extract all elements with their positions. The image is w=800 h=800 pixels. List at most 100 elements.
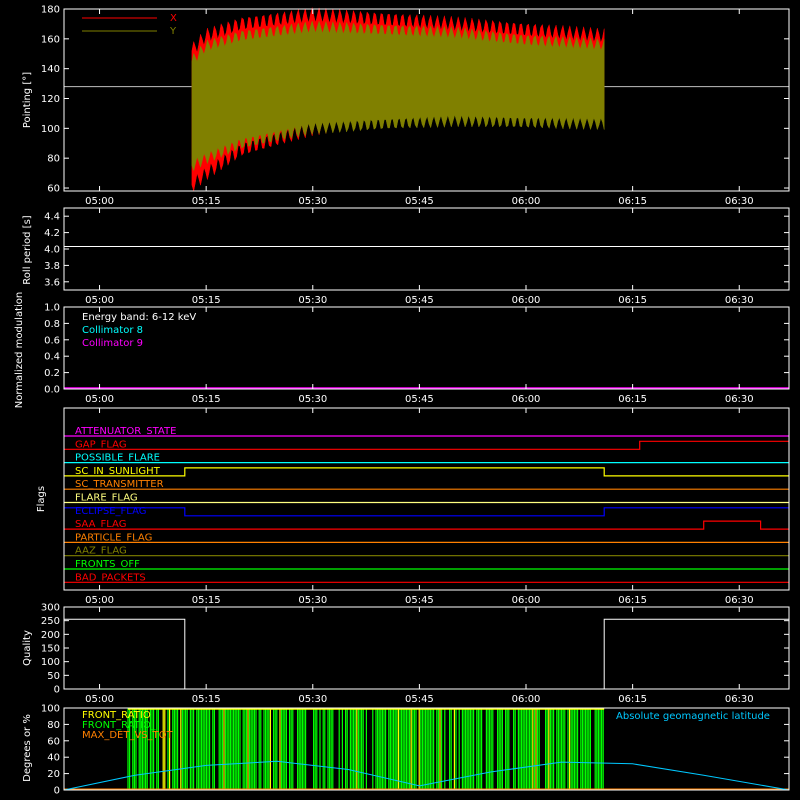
x-tick-label: 05:15 bbox=[192, 595, 221, 606]
y-tick-label: 50 bbox=[47, 671, 60, 682]
y-tick-label: 0.6 bbox=[44, 335, 60, 346]
x-tick-label: 05:30 bbox=[298, 196, 327, 207]
y-tick-label: 1.0 bbox=[44, 303, 60, 314]
x-tick-label: 05:15 bbox=[192, 394, 221, 405]
flag-label: SC_IN_SUNLIGHT bbox=[75, 466, 161, 477]
y-tick-label: 0 bbox=[54, 685, 60, 696]
y-tick-label: 140 bbox=[41, 64, 60, 75]
flag-label: SAA_FLAG bbox=[75, 519, 126, 530]
x-tick-label: 05:30 bbox=[298, 595, 327, 606]
flags-x-ticks: 05:00 05:15 05:30 05:45 06:00 06:15 06:30 bbox=[85, 408, 754, 606]
x-tick-label: 06:30 bbox=[725, 595, 754, 606]
y-tick-label: 20 bbox=[47, 769, 60, 780]
y-tick-label: 180 bbox=[41, 5, 60, 16]
modulation-panel: 0.00.20.40.60.81.0 05:00 05:15 05:30 05:45 0… bbox=[14, 292, 790, 409]
y-tick-label: 4.0 bbox=[44, 245, 60, 256]
y-tick-label: 100 bbox=[41, 704, 60, 715]
x-tick-label: 05:00 bbox=[85, 595, 114, 606]
x-tick-label: 06:00 bbox=[512, 394, 541, 405]
flag-line bbox=[64, 520, 789, 530]
y-tick-label: 0.0 bbox=[44, 385, 60, 396]
y-tick-label: 80 bbox=[47, 720, 60, 731]
flag-label: ECLIPSE_FLAG bbox=[75, 506, 146, 517]
x-tick-label: 05:00 bbox=[85, 196, 114, 207]
quality-y-ticks: 0 50 100 150 200 250 300 bbox=[41, 603, 789, 696]
max-det-label: MAX_DET_VS_TOT bbox=[82, 730, 174, 741]
collimator9-label: Collimator 9 bbox=[82, 338, 143, 349]
ratio-y-ticks: 0 20 40 60 80 100 bbox=[41, 704, 789, 797]
y-tick-label: 40 bbox=[47, 753, 60, 764]
collimator8-label: Collimator 8 bbox=[82, 325, 143, 336]
pointing-panel: 60 80 100 120 140 160 180 05:00 05:15 05:30 05:45… bbox=[22, 5, 790, 207]
pointing-ylabel: Pointing [°] bbox=[22, 72, 33, 128]
front-ratio-2-label: FRONT_RATIO_ bbox=[82, 720, 157, 731]
y-tick-label: 160 bbox=[41, 34, 60, 45]
modulation-y-ticks: 0.0 0.2 0.4 0.6 0.8 1.0 bbox=[44, 303, 789, 396]
modulation-ylabel: Normalized modulation bbox=[14, 292, 25, 409]
y-tick-label: 4.2 bbox=[44, 228, 60, 239]
x-tick-label: 06:30 bbox=[725, 196, 754, 207]
y-tick-label: 300 bbox=[41, 603, 60, 614]
flag-label: GAP_FLAG bbox=[75, 439, 127, 450]
ratio-frame bbox=[63, 707, 790, 791]
x-tick-label: 06:00 bbox=[512, 196, 541, 207]
flag-label: AAZ_FLAG bbox=[75, 546, 127, 557]
flags-ylabel: Flags bbox=[36, 486, 47, 512]
y-tick-label: 100 bbox=[41, 124, 60, 135]
flag-line bbox=[64, 507, 789, 517]
flags-series: ATTENUATOR_STATE GAP_FLAG POSSIBLE_FLARE SC… bbox=[64, 426, 789, 583]
quality-x-ticks: 05:00 05:15 05:30 05:45 06:00 06:15 06:30 bbox=[85, 607, 754, 705]
legend-y-label: Y bbox=[169, 26, 177, 37]
x-tick-label: 05:45 bbox=[405, 595, 434, 606]
y-tick-label: 0 bbox=[54, 786, 60, 797]
ratio-panel: 0 20 40 60 80 100 Degrees or % FRONT_RATIO FR… bbox=[22, 704, 790, 797]
x-tick-label: 05:45 bbox=[405, 394, 434, 405]
roll-x-ticks: 05:00 05:15 05:30 05:45 06:00 06:15 06:30 bbox=[85, 208, 754, 306]
flag-line bbox=[64, 467, 789, 477]
x-tick-label: 05:45 bbox=[405, 196, 434, 207]
x-tick-label: 06:15 bbox=[618, 196, 647, 207]
x-tick-label: 06:30 bbox=[725, 694, 754, 705]
x-tick-label: 06:15 bbox=[618, 394, 647, 405]
y-tick-label: 4.4 bbox=[44, 212, 60, 223]
x-tick-label: 06:30 bbox=[725, 295, 754, 306]
y-tick-label: 100 bbox=[41, 657, 60, 668]
flag-label: FRONTS_OFF bbox=[75, 559, 140, 570]
x-tick-label: 05:30 bbox=[298, 394, 327, 405]
roll-y-ticks: 3.6 3.8 4.0 4.2 4.4 bbox=[44, 212, 789, 288]
x-tick-label: 06:00 bbox=[512, 694, 541, 705]
y-tick-label: 80 bbox=[47, 154, 60, 165]
y-tick-label: 3.8 bbox=[44, 261, 60, 272]
pointing-frame bbox=[63, 8, 790, 192]
y-tick-label: 120 bbox=[41, 94, 60, 105]
ratio-series bbox=[63, 708, 790, 791]
flags-frame bbox=[63, 407, 790, 591]
legend-x-label: X bbox=[170, 13, 177, 24]
y-tick-label: 200 bbox=[41, 630, 60, 641]
pointing-series bbox=[64, 7, 789, 192]
x-tick-label: 05:15 bbox=[192, 694, 221, 705]
x-tick-label: 06:30 bbox=[725, 394, 754, 405]
x-tick-label: 06:15 bbox=[618, 295, 647, 306]
flag-label: FLARE_FLAG bbox=[75, 493, 138, 504]
pointing-y-ticks: 60 80 100 120 140 160 180 bbox=[41, 5, 789, 195]
front-ratio-label: FRONT_RATIO bbox=[82, 710, 151, 721]
y-tick-label: 0.8 bbox=[44, 319, 60, 330]
y-tick-label: 250 bbox=[41, 616, 60, 627]
flag-label: BAD_PACKETS bbox=[75, 572, 146, 583]
roll-panel: 3.6 3.8 4.0 4.2 4.4 05:00 05:15 05:30 05:45 06:0… bbox=[22, 207, 790, 306]
flag-label: ATTENUATOR_STATE bbox=[75, 426, 176, 437]
modulation-frame bbox=[63, 306, 790, 390]
x-tick-label: 06:00 bbox=[512, 295, 541, 306]
x-tick-label: 06:00 bbox=[512, 595, 541, 606]
pointing-x-ticks: 05:00 05:15 05:30 05:45 06:00 06:15 06:30 bbox=[85, 9, 754, 207]
ratio-ylabel: Degrees or % bbox=[22, 714, 33, 782]
x-tick-label: 06:15 bbox=[618, 595, 647, 606]
x-tick-label: 05:30 bbox=[298, 295, 327, 306]
geomag-label: Absolute geomagnetic latitude bbox=[616, 711, 770, 722]
x-tick-label: 06:15 bbox=[618, 694, 647, 705]
x-tick-label: 05:30 bbox=[298, 694, 327, 705]
y-tick-label: 60 bbox=[47, 184, 60, 195]
